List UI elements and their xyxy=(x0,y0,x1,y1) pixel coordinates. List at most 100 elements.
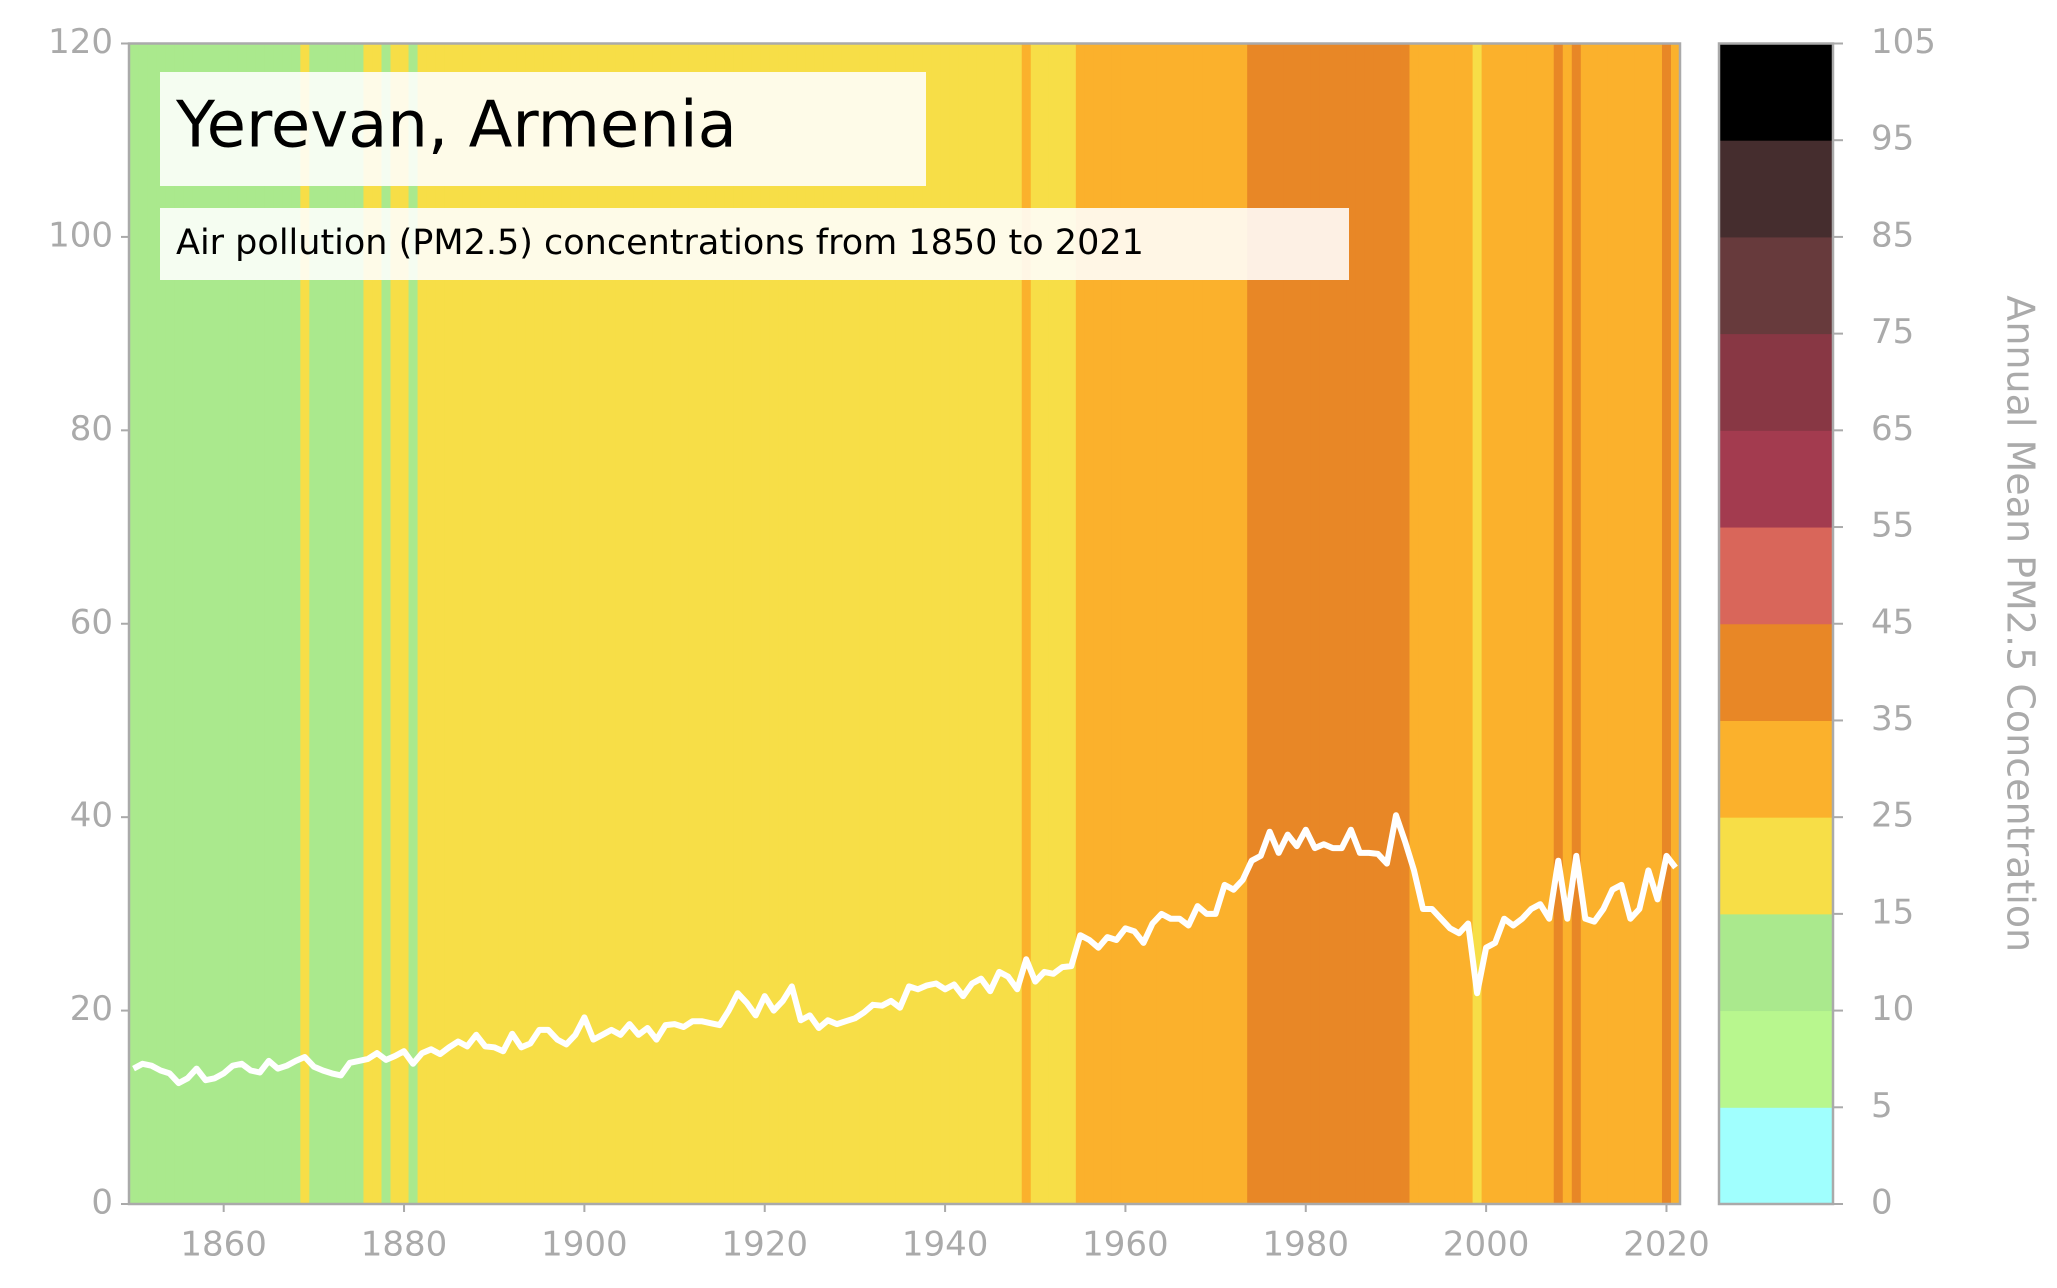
year-stripe xyxy=(931,43,942,1204)
year-stripe xyxy=(147,43,157,1204)
year-stripe xyxy=(1526,43,1537,1204)
x-tick-label: 1880 xyxy=(361,1225,448,1265)
x-tick-label: 1860 xyxy=(180,1225,267,1265)
colorbar-tick-label: 55 xyxy=(1871,506,1914,546)
year-stripe xyxy=(1553,43,1564,1204)
colorbar-bin xyxy=(1719,1107,1833,1205)
year-stripe xyxy=(796,43,806,1204)
year-stripe xyxy=(1436,43,1447,1204)
y-tick-label: 120 xyxy=(48,22,113,62)
year-stripe xyxy=(661,43,671,1204)
colorbar-tick-label: 45 xyxy=(1871,602,1914,642)
year-stripe xyxy=(1373,43,1384,1204)
year-stripe xyxy=(336,43,347,1204)
year-stripe xyxy=(642,43,653,1204)
year-stripe xyxy=(994,43,1005,1204)
year-stripe xyxy=(1220,43,1230,1204)
year-stripe xyxy=(697,43,707,1204)
year-stripe xyxy=(859,43,870,1204)
colorbar-tick-label: 85 xyxy=(1871,215,1914,255)
year-stripe xyxy=(1147,43,1158,1204)
year-stripe xyxy=(1382,43,1393,1204)
year-stripe xyxy=(1445,43,1456,1204)
year-stripe xyxy=(1066,43,1077,1204)
colorbar-bin xyxy=(1719,720,1833,818)
year-stripe xyxy=(1418,43,1429,1204)
year-stripe xyxy=(1400,43,1411,1204)
colorbar-bin xyxy=(1719,333,1833,431)
year-stripe xyxy=(561,43,572,1204)
year-stripe xyxy=(1057,43,1068,1204)
x-tick-label: 1940 xyxy=(902,1225,989,1265)
year-stripe xyxy=(1499,43,1510,1204)
year-stripe xyxy=(1490,43,1501,1204)
year-stripe xyxy=(381,43,392,1204)
year-stripe xyxy=(1301,43,1311,1204)
year-stripe xyxy=(778,43,788,1204)
year-stripe xyxy=(444,43,455,1204)
year-stripe xyxy=(1102,43,1113,1204)
year-stripe xyxy=(1202,43,1212,1204)
year-stripe xyxy=(886,43,897,1204)
colorbar-tick-label: 105 xyxy=(1871,22,1936,62)
year-stripe xyxy=(228,43,238,1204)
year-stripe xyxy=(715,43,725,1204)
year-stripe xyxy=(1364,43,1375,1204)
year-stripe xyxy=(516,43,527,1204)
year-stripe xyxy=(570,43,581,1204)
y-tick-label: 100 xyxy=(48,215,113,255)
x-tick-label: 2020 xyxy=(1623,1225,1710,1265)
chart-title: Yerevan, Armenia xyxy=(175,89,737,163)
year-stripe xyxy=(742,43,752,1204)
colorbar-tick-label: 5 xyxy=(1871,1086,1893,1126)
year-stripe xyxy=(579,43,590,1204)
year-stripe xyxy=(615,43,626,1204)
year-stripe xyxy=(1328,43,1338,1204)
subtitle-box xyxy=(160,208,1349,280)
year-stripe xyxy=(471,43,482,1204)
bands xyxy=(129,43,1681,1204)
year-stripe xyxy=(1454,43,1465,1204)
x-tick-label: 1920 xyxy=(721,1225,808,1265)
year-stripe xyxy=(552,43,563,1204)
colorbar-bin xyxy=(1719,43,1833,141)
year-stripe xyxy=(174,43,184,1204)
year-stripe xyxy=(237,43,247,1204)
year-stripe xyxy=(606,43,617,1204)
year-stripe xyxy=(1138,43,1149,1204)
year-stripe xyxy=(688,43,698,1204)
year-stripe xyxy=(1030,43,1041,1204)
year-stripe xyxy=(922,43,933,1204)
year-stripe xyxy=(1589,43,1600,1204)
year-stripe xyxy=(823,43,833,1204)
year-stripe xyxy=(1544,43,1555,1204)
year-stripe xyxy=(1166,43,1176,1204)
year-stripe xyxy=(787,43,797,1204)
year-stripe xyxy=(958,43,969,1204)
year-stripe xyxy=(1048,43,1059,1204)
year-stripe xyxy=(706,43,716,1204)
year-stripe xyxy=(1517,43,1528,1204)
year-stripe xyxy=(1643,43,1654,1204)
year-stripe xyxy=(480,43,491,1204)
year-stripe xyxy=(832,43,842,1204)
year-stripe xyxy=(543,43,554,1204)
year-stripe xyxy=(1229,43,1239,1204)
year-stripe xyxy=(814,43,824,1204)
year-stripe xyxy=(1175,43,1185,1204)
y-tick-label: 80 xyxy=(70,409,113,449)
colorbar-bin xyxy=(1719,236,1833,335)
year-stripe xyxy=(291,43,301,1204)
year-stripe xyxy=(1319,43,1329,1204)
year-stripe xyxy=(633,43,644,1204)
year-stripe xyxy=(201,43,211,1204)
year-stripe xyxy=(1021,43,1032,1204)
year-stripe xyxy=(1093,43,1104,1204)
year-stripe xyxy=(1184,43,1194,1204)
year-stripe xyxy=(1012,43,1023,1204)
year-stripe xyxy=(525,43,536,1204)
year-stripe xyxy=(1652,43,1663,1204)
year-stripe xyxy=(1265,43,1275,1204)
year-stripe xyxy=(841,43,851,1204)
colorbar-bin xyxy=(1719,430,1833,528)
